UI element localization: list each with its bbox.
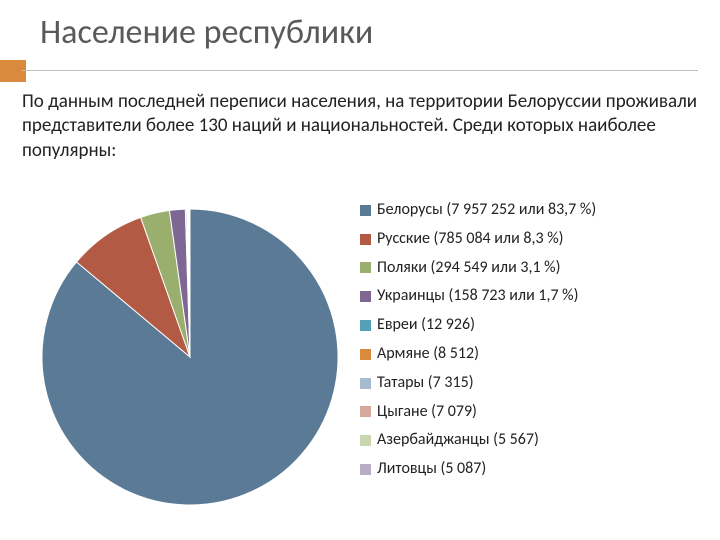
legend-swatch: [360, 320, 371, 331]
legend-item: Армяне (8 512): [360, 340, 700, 369]
legend-label: Украинцы (158 723 или 1,7 %): [377, 282, 578, 311]
legend-label: Литовцы (5 087): [377, 455, 486, 484]
legend-label: Русские (785 084 или 8,3 %): [377, 225, 563, 254]
legend-label: Евреи (12 926): [377, 311, 475, 340]
accent-bar: [0, 60, 26, 82]
horizontal-rule: [22, 70, 698, 71]
legend-swatch: [360, 291, 371, 302]
legend-swatch: [360, 435, 371, 446]
legend-label: Цыгане (7 079): [377, 398, 477, 427]
legend-item: Цыгане (7 079): [360, 398, 700, 427]
legend-swatch: [360, 262, 371, 273]
pie-chart: [30, 190, 350, 510]
legend-label: Поляки (294 549 или 3,1 %): [377, 254, 560, 283]
pie-chart-svg: [30, 190, 350, 510]
slide: Население республики По данным последней…: [0, 0, 720, 540]
page-title: Население республики: [40, 14, 373, 51]
legend-label: Азербайджанцы (5 567): [377, 426, 539, 455]
legend-item: Азербайджанцы (5 567): [360, 426, 700, 455]
legend-label: Татары (7 315): [377, 369, 474, 398]
legend-item: Евреи (12 926): [360, 311, 700, 340]
legend-swatch: [360, 464, 371, 475]
legend-swatch: [360, 349, 371, 360]
legend: Белорусы (7 957 252 или 83,7 %)Русские (…: [360, 196, 700, 484]
legend-label: Белорусы (7 957 252 или 83,7 %): [377, 196, 596, 225]
legend-item: Литовцы (5 087): [360, 455, 700, 484]
legend-swatch: [360, 205, 371, 216]
legend-item: Татары (7 315): [360, 369, 700, 398]
legend-label: Армяне (8 512): [377, 340, 479, 369]
legend-swatch: [360, 406, 371, 417]
legend-item: Поляки (294 549 или 3,1 %): [360, 254, 700, 283]
intro-paragraph: По данным последней переписи населения, …: [22, 90, 698, 163]
pie-slice: [189, 209, 190, 357]
legend-item: Белорусы (7 957 252 или 83,7 %): [360, 196, 700, 225]
legend-item: Русские (785 084 или 8,3 %): [360, 225, 700, 254]
legend-swatch: [360, 378, 371, 389]
legend-swatch: [360, 234, 371, 245]
legend-item: Украинцы (158 723 или 1,7 %): [360, 282, 700, 311]
